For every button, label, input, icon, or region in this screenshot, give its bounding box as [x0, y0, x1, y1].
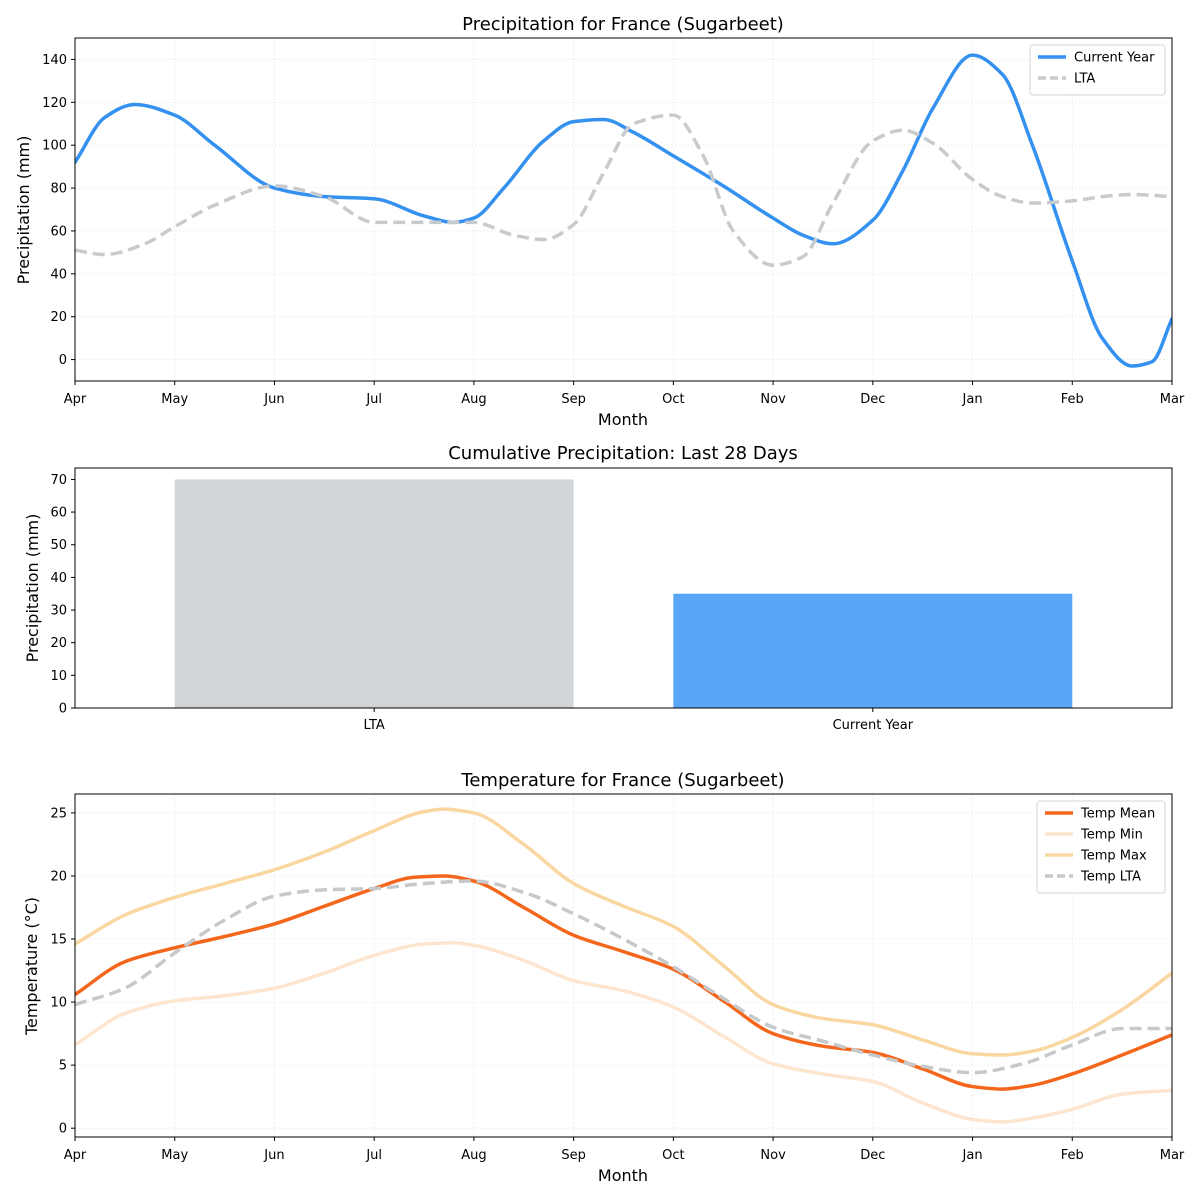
x-tick-label-dec: Dec	[860, 392, 885, 407]
y-tick-label: 5	[59, 1059, 67, 1074]
y-tick-label: 120	[42, 96, 67, 111]
x-tick-label-feb: Feb	[1061, 392, 1084, 407]
x-tick-label-may: May	[161, 1148, 188, 1163]
precipitation-chart-title: Precipitation for France (Sugarbeet)	[462, 14, 784, 35]
temperature-legend: Temp Mean Temp Min Temp Max Temp LTA	[1036, 800, 1166, 894]
x-tick-label-jan: Jan	[962, 1148, 983, 1163]
legend-label-current-year: Current Year	[1074, 51, 1155, 66]
x-tick-label-apr: Apr	[64, 392, 87, 407]
y-tick-label: 0	[59, 1122, 67, 1137]
y-tick-label: 50	[50, 538, 67, 553]
cumulative-y-axis-label: Precipitation (mm)	[23, 514, 42, 663]
cumulative-plot-frame	[74, 467, 1173, 709]
x-tick-label-mar: Mar	[1160, 1148, 1185, 1163]
x-tick-label-jan: Jan	[962, 392, 983, 407]
temperature-chart-title: Temperature for France (Sugarbeet)	[460, 770, 784, 791]
x-tick-label-sep: Sep	[561, 1148, 586, 1163]
precipitation-line-chart: Precipitation for France (Sugarbeet) Apr…	[14, 14, 1185, 429]
x-tick-label-oct: Oct	[662, 1148, 684, 1163]
y-tick-label: 70	[50, 473, 67, 488]
precipitation-x-axis-label: Month	[598, 410, 648, 429]
legend-label-temp-lta: Temp LTA	[1080, 870, 1141, 885]
x-tick-label-may: May	[161, 392, 188, 407]
precipitation-legend: Current Year LTA	[1029, 44, 1166, 96]
x-tick-label-sep: Sep	[561, 392, 586, 407]
x-tick-label-apr: Apr	[64, 1148, 87, 1163]
legend-label-temp-max: Temp Max	[1080, 849, 1147, 864]
x-tick-label-lta: LTA	[364, 718, 385, 733]
y-tick-label: 40	[50, 571, 67, 586]
x-tick-label-current-year: Current Year	[833, 718, 914, 733]
x-tick-label-nov: Nov	[760, 1148, 786, 1163]
legend-label-temp-min: Temp Min	[1080, 828, 1143, 843]
series-line-current-year	[75, 53, 1172, 368]
cumulative-chart-title: Cumulative Precipitation: Last 28 Days	[448, 443, 798, 464]
legend-label-temp-mean: Temp Mean	[1080, 807, 1155, 822]
y-tick-label: 20	[50, 636, 67, 651]
y-tick-label: 10	[50, 996, 67, 1011]
y-tick-label: 25	[50, 806, 67, 821]
x-tick-label-jul: Jul	[365, 392, 382, 407]
precipitation-plot-frame	[74, 37, 1173, 382]
temperature-plot-frame	[74, 793, 1173, 1138]
x-tick-label-jul: Jul	[365, 1148, 382, 1163]
series-line-temp-max	[75, 807, 1172, 1057]
x-tick-label-mar: Mar	[1160, 392, 1185, 407]
y-tick-label: 100	[42, 139, 67, 154]
y-tick-label: 40	[50, 267, 67, 282]
y-tick-label: 140	[42, 53, 67, 68]
x-tick-label-dec: Dec	[860, 1148, 885, 1163]
y-tick-label: 60	[50, 506, 67, 521]
y-tick-label: 0	[59, 353, 67, 368]
series-line-temp-min	[75, 941, 1172, 1124]
x-tick-label-jun: Jun	[263, 392, 284, 407]
precipitation-y-axis-label: Precipitation (mm)	[14, 136, 33, 285]
y-tick-label: 80	[50, 182, 67, 197]
bar-current-year	[673, 593, 1073, 708]
x-tick-label-oct: Oct	[662, 392, 684, 407]
y-tick-label: 60	[50, 224, 67, 239]
series-line-temp-mean	[75, 874, 1172, 1091]
y-tick-label: 30	[50, 604, 67, 619]
x-tick-label-aug: Aug	[461, 1148, 486, 1163]
x-tick-label-nov: Nov	[760, 392, 786, 407]
y-tick-label: 20	[50, 310, 67, 325]
x-tick-label-jun: Jun	[263, 1148, 284, 1163]
temperature-y-axis-label: Temperature (°C)	[22, 897, 41, 1036]
y-tick-label: 0	[59, 702, 67, 717]
legend-label-lta: LTA	[1074, 72, 1095, 87]
y-tick-label: 20	[50, 869, 67, 884]
series-line-lta	[75, 113, 1172, 267]
temperature-x-axis-label: Month	[598, 1166, 648, 1185]
x-tick-label-feb: Feb	[1061, 1148, 1084, 1163]
bar-lta	[174, 479, 574, 708]
temperature-line-chart: Temperature for France (Sugarbeet) Apr Ma…	[22, 770, 1185, 1185]
legend-box	[1036, 800, 1166, 894]
x-tick-label-aug: Aug	[461, 392, 486, 407]
y-tick-label: 10	[50, 669, 67, 684]
cumulative-precipitation-bar-chart: Cumulative Precipitation: Last 28 Days L…	[23, 443, 1173, 733]
y-tick-label: 15	[50, 933, 67, 948]
